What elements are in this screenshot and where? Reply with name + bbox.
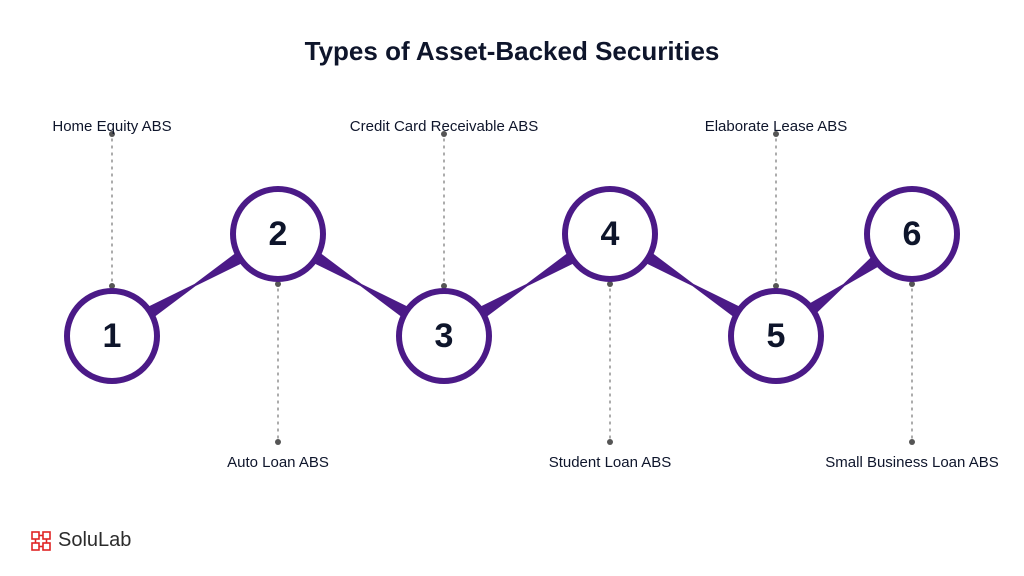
step-node-6: 6 xyxy=(864,186,960,282)
chain-connectors xyxy=(0,0,1024,576)
step-number: 2 xyxy=(269,217,288,251)
step-label: Auto Loan ABS xyxy=(227,454,329,471)
connector xyxy=(646,253,740,317)
step-number: 4 xyxy=(601,217,620,251)
leader-dot xyxy=(275,439,281,445)
step-label: Student Loan ABS xyxy=(549,454,672,471)
connector xyxy=(480,253,574,317)
step-node-2: 2 xyxy=(230,186,326,282)
step-label: Credit Card Receivable ABS xyxy=(350,118,538,135)
connector xyxy=(809,257,879,313)
connector xyxy=(148,253,242,317)
connector xyxy=(314,253,408,317)
step-number: 5 xyxy=(767,319,786,353)
brand-logo: SoluLab xyxy=(30,529,131,552)
step-node-3: 3 xyxy=(396,288,492,384)
solulab-icon xyxy=(30,530,52,552)
step-node-4: 4 xyxy=(562,186,658,282)
step-label: Elaborate Lease ABS xyxy=(705,118,848,135)
brand-name: SoluLab xyxy=(58,529,131,552)
step-node-1: 1 xyxy=(64,288,160,384)
step-node-5: 5 xyxy=(728,288,824,384)
step-number: 1 xyxy=(103,319,122,353)
leader-dot xyxy=(909,439,915,445)
leader-dot xyxy=(607,439,613,445)
infographic-canvas: Types of Asset-Backed Securities SoluLab… xyxy=(0,0,1024,576)
step-number: 3 xyxy=(435,319,454,353)
step-number: 6 xyxy=(903,217,922,251)
step-label: Home Equity ABS xyxy=(52,118,171,135)
step-label: Small Business Loan ABS xyxy=(825,454,998,471)
